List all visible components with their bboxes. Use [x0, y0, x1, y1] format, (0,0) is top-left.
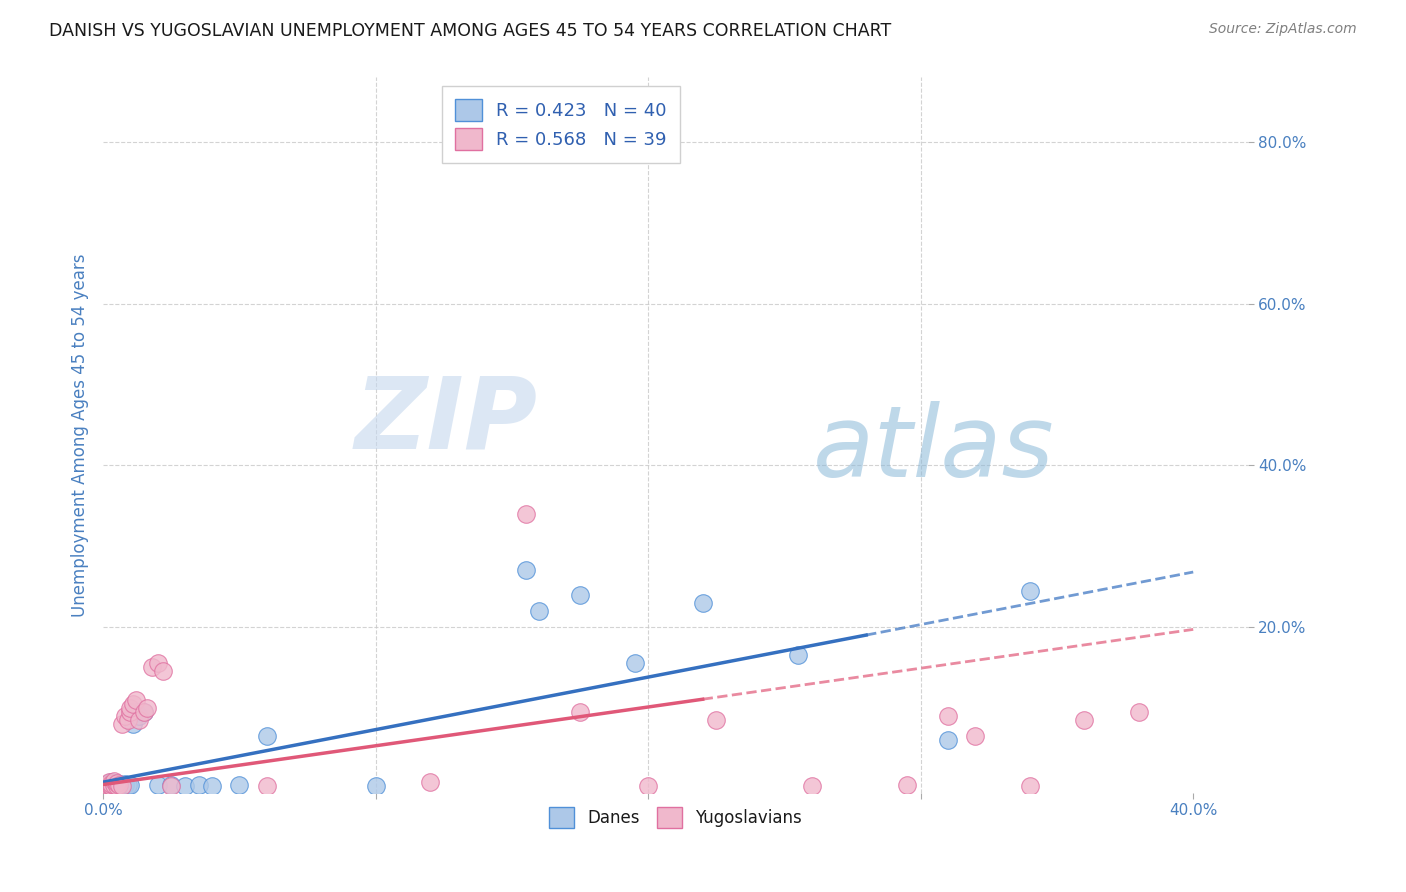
Point — [94, 778, 117, 792]
Point — [111, 717, 134, 731]
Point — [132, 705, 155, 719]
Point — [97, 778, 120, 792]
Point — [187, 778, 209, 792]
Point — [120, 700, 142, 714]
Point — [364, 779, 387, 793]
Point — [152, 665, 174, 679]
Point — [637, 779, 659, 793]
Legend: Danes, Yugoslavians: Danes, Yugoslavians — [543, 801, 808, 834]
Point — [97, 775, 120, 789]
Point — [800, 779, 823, 793]
Point — [936, 733, 959, 747]
Point — [569, 588, 592, 602]
Point — [787, 648, 810, 663]
Point — [515, 507, 537, 521]
Point — [100, 777, 122, 791]
Text: DANISH VS YUGOSLAVIAN UNEMPLOYMENT AMONG AGES 45 TO 54 YEARS CORRELATION CHART: DANISH VS YUGOSLAVIAN UNEMPLOYMENT AMONG… — [49, 22, 891, 40]
Point — [1073, 713, 1095, 727]
Point — [94, 779, 117, 793]
Point — [1018, 583, 1040, 598]
Point — [100, 778, 122, 792]
Point — [105, 778, 128, 792]
Point — [105, 779, 128, 793]
Point — [94, 779, 117, 793]
Point — [120, 778, 142, 792]
Point — [1128, 705, 1150, 719]
Point — [108, 778, 131, 792]
Point — [111, 779, 134, 793]
Point — [146, 778, 169, 792]
Point — [125, 692, 148, 706]
Point — [114, 777, 136, 791]
Point — [114, 778, 136, 792]
Point — [160, 779, 183, 793]
Point — [128, 713, 150, 727]
Point — [623, 657, 645, 671]
Point — [569, 705, 592, 719]
Point — [515, 563, 537, 577]
Point — [105, 776, 128, 790]
Point — [111, 778, 134, 792]
Point — [141, 660, 163, 674]
Point — [103, 773, 125, 788]
Point — [704, 713, 727, 727]
Point — [692, 596, 714, 610]
Point — [97, 776, 120, 790]
Point — [94, 778, 117, 792]
Point — [965, 729, 987, 743]
Point — [160, 778, 183, 792]
Point — [100, 779, 122, 793]
Point — [103, 777, 125, 791]
Point — [146, 657, 169, 671]
Text: Source: ZipAtlas.com: Source: ZipAtlas.com — [1209, 22, 1357, 37]
Point — [527, 604, 550, 618]
Point — [103, 778, 125, 792]
Text: atlas: atlas — [813, 401, 1054, 498]
Point — [111, 779, 134, 793]
Point — [100, 775, 122, 789]
Point — [128, 709, 150, 723]
Point — [896, 778, 918, 792]
Point — [122, 717, 145, 731]
Text: ZIP: ZIP — [356, 372, 538, 469]
Point — [125, 705, 148, 719]
Point — [936, 709, 959, 723]
Point — [105, 779, 128, 793]
Point — [256, 779, 278, 793]
Point — [105, 776, 128, 790]
Point — [256, 729, 278, 743]
Point — [114, 709, 136, 723]
Point — [135, 700, 157, 714]
Point — [117, 713, 139, 727]
Point — [120, 705, 142, 719]
Point — [1018, 779, 1040, 793]
Point — [173, 779, 195, 793]
Point — [117, 778, 139, 792]
Point — [132, 705, 155, 719]
Point — [122, 697, 145, 711]
Point — [228, 778, 250, 792]
Point — [97, 779, 120, 793]
Point — [419, 775, 441, 789]
Point — [108, 777, 131, 791]
Point — [108, 778, 131, 792]
Y-axis label: Unemployment Among Ages 45 to 54 years: Unemployment Among Ages 45 to 54 years — [72, 253, 89, 616]
Point — [201, 779, 224, 793]
Point — [100, 779, 122, 793]
Point — [103, 778, 125, 792]
